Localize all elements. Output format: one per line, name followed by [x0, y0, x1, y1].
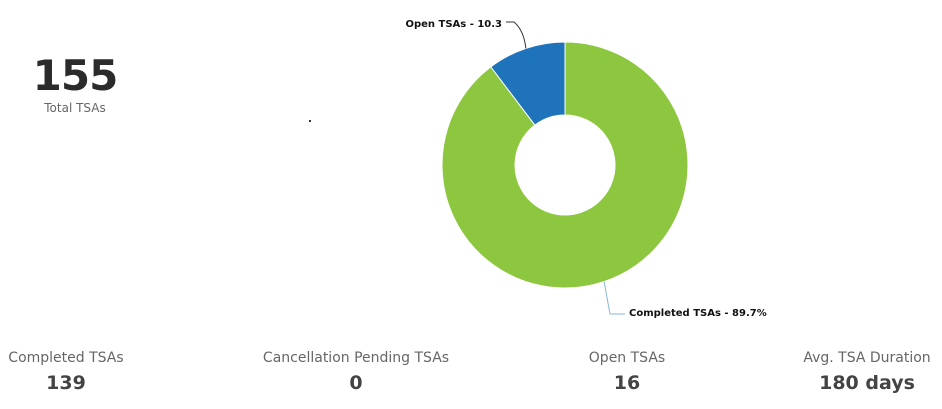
data-label-completed-tsas: Completed TSAs - 89.7%: [629, 308, 767, 319]
kpi-cancellation-pending-label: Cancellation Pending TSAs: [262, 350, 450, 366]
kpi-cancellation-pending-tsas: Cancellation Pending TSAs 0: [256, 348, 456, 396]
kpi-cancellation-pending-value: 0: [349, 372, 363, 394]
label-leaders: [506, 21, 625, 315]
stray-dot: [309, 120, 311, 122]
slice-open-tsas[interactable]: [490, 41, 566, 126]
kpi-avg-duration-value: 180 days: [819, 372, 915, 394]
kpi-open-label: Open TSAs: [588, 350, 666, 366]
kpi-completed-value: 139: [46, 372, 86, 394]
slice-completed-tsas[interactable]: [441, 41, 689, 289]
kpi-open-tsas: Open TSAs 16: [577, 348, 677, 396]
kpi-completed-tsas: Completed TSAs 139: [6, 348, 126, 396]
kpi-completed-label: Completed TSAs: [8, 350, 124, 366]
kpi-avg-tsa-duration: Avg. TSA Duration 180 days: [798, 348, 936, 396]
data-label-open-tsas: Open TSAs - 10.3: [405, 19, 502, 30]
donut-slices: [441, 41, 689, 289]
total-tsas-summary: 155 Total TSAs: [20, 52, 130, 116]
leader-line-open-tsas: [506, 21, 527, 49]
data-labels: Completed TSAs - 89.7% Open TSAs - 10.3: [405, 19, 766, 319]
kpi-avg-duration-label: Avg. TSA Duration: [803, 350, 931, 366]
total-tsas-value: 155: [32, 51, 119, 100]
kpi-open-value: 16: [613, 372, 641, 394]
leader-line-completed-tsas: [603, 281, 625, 315]
total-tsas-label: Total TSAs: [44, 101, 106, 115]
tsa-donut-chart: Completed TSAs - 89.7% Open TSAs - 10.3: [405, 19, 766, 319]
